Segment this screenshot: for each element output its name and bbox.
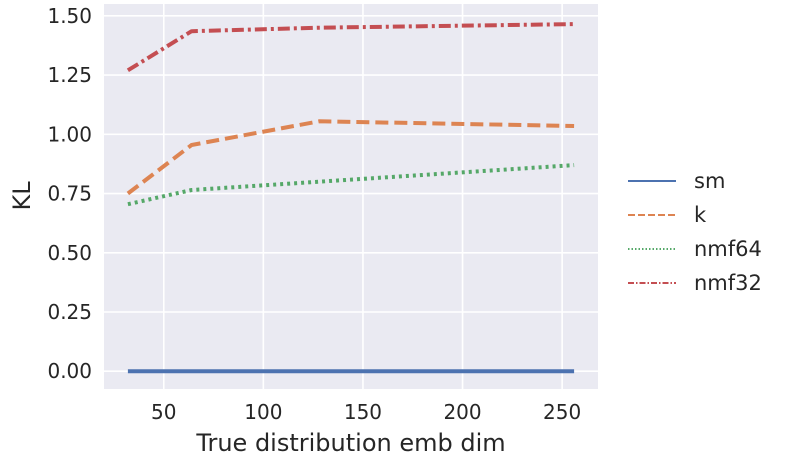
- legend-label-sm: sm: [694, 169, 725, 193]
- series-lines: [126, 22, 575, 374]
- series-line-k: [126, 119, 575, 196]
- y-tick-label: 0.50: [47, 241, 92, 265]
- x-tick-labels: 50 100 150 200 250: [151, 400, 581, 424]
- y-tick-label: 0.75: [47, 182, 92, 206]
- series-line-nmf32: [126, 22, 575, 73]
- y-tick-label: 1.00: [47, 122, 92, 146]
- x-tick-label: 250: [543, 400, 581, 424]
- plot-area: [104, 4, 598, 389]
- legend-label-nmf32: nmf32: [694, 271, 762, 295]
- y-tick-label: 1.50: [47, 4, 92, 28]
- legend-label-nmf64: nmf64: [694, 237, 762, 261]
- x-tick-label: 100: [244, 400, 282, 424]
- y-tick-label: 0.00: [47, 359, 92, 383]
- x-tick-label: 200: [443, 400, 481, 424]
- x-tick-label: 50: [151, 400, 176, 424]
- y-tick-label: 0.25: [47, 300, 92, 324]
- y-tick-labels: 0.00 0.25 0.50 0.75 1.00 1.25 1.50: [47, 4, 92, 383]
- x-tick-label: 150: [344, 400, 382, 424]
- legend-label-k: k: [694, 203, 707, 227]
- legend: sm k nmf64 nmf32: [628, 169, 762, 295]
- y-axis-label: KL: [8, 181, 36, 211]
- x-axis-label: True distribution emb dim: [195, 429, 505, 457]
- y-tick-label: 1.25: [47, 63, 92, 87]
